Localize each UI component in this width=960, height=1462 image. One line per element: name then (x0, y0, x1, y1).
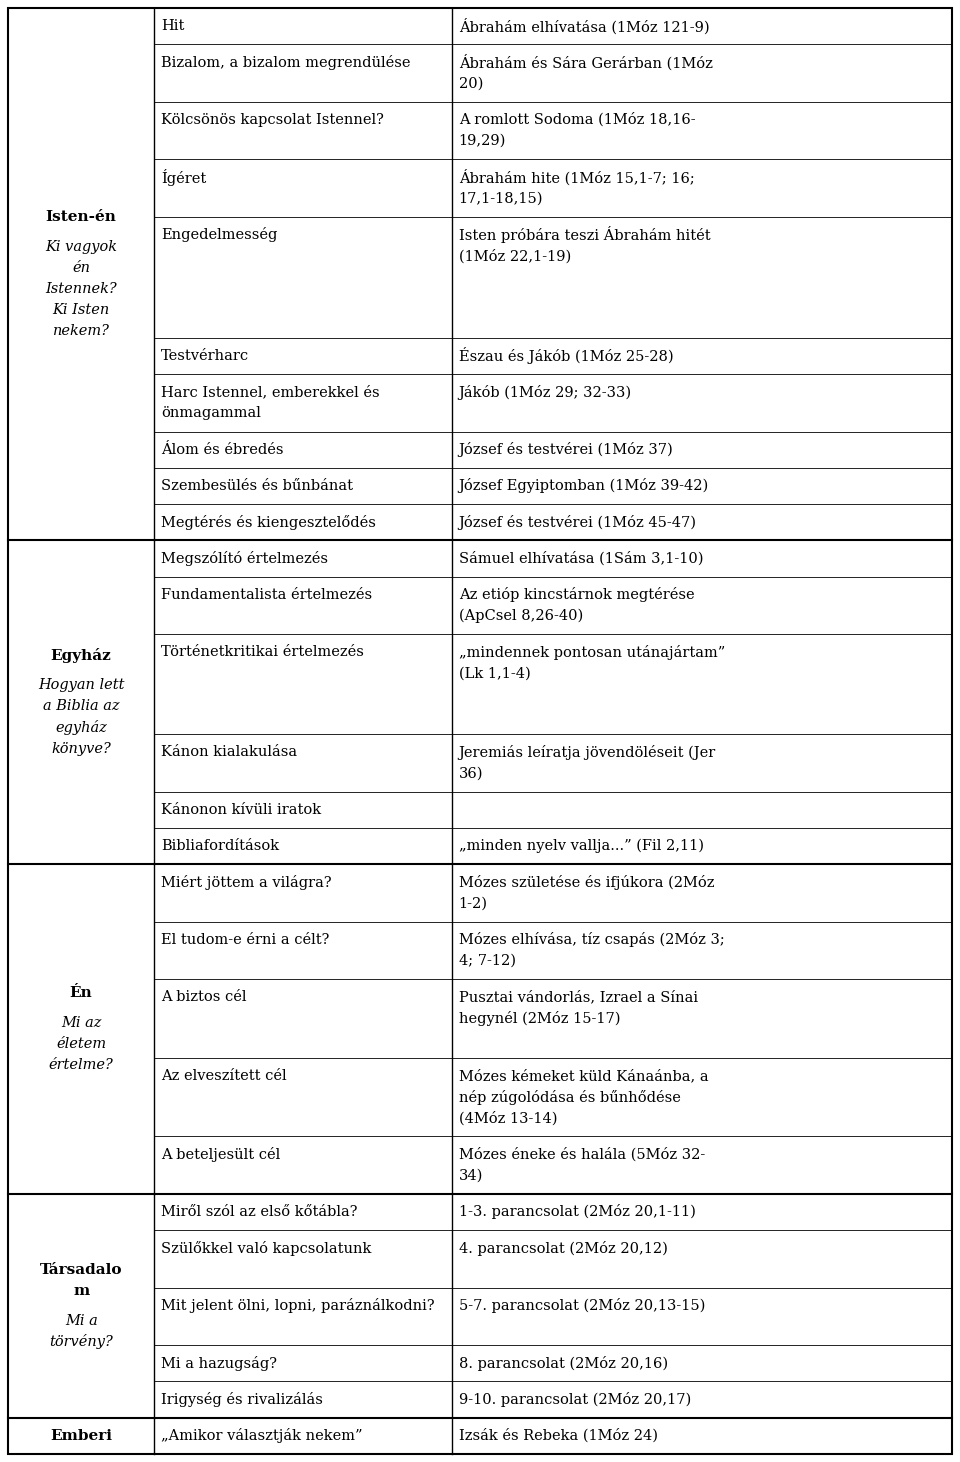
Text: Pusztai vándorlás, Izrael a Sínai: Pusztai vándorlás, Izrael a Sínai (459, 990, 698, 1004)
Text: Ki Isten: Ki Isten (53, 303, 109, 317)
Text: (4Móz 13-14): (4Móz 13-14) (459, 1111, 557, 1126)
Text: Mit jelent ölni, lopni, paráználkodni?: Mit jelent ölni, lopni, paráználkodni? (161, 1298, 435, 1313)
Text: „minden nyelv vallja...” (Fil 2,11): „minden nyelv vallja...” (Fil 2,11) (459, 839, 704, 854)
Text: Hogyan lett: Hogyan lett (37, 678, 125, 693)
Text: Az elveszített cél: Az elveszített cél (161, 1069, 287, 1083)
Text: 4; 7-12): 4; 7-12) (459, 953, 516, 968)
Text: Álom és ébredés: Álom és ébredés (161, 443, 284, 456)
Text: 1-2): 1-2) (459, 896, 488, 911)
Text: Mi az: Mi az (61, 1016, 102, 1029)
Text: Társadalo: Társadalo (40, 1263, 123, 1276)
Text: Mi a hazugság?: Mi a hazugság? (161, 1355, 277, 1371)
Text: 19,29): 19,29) (459, 135, 506, 148)
Text: hegynél (2Móz 15-17): hegynél (2Móz 15-17) (459, 1010, 620, 1026)
Text: „mindennek pontosan utánajártam”: „mindennek pontosan utánajártam” (459, 645, 725, 659)
Text: nép zúgolódása és bűnhődése: nép zúgolódása és bűnhődése (459, 1089, 681, 1104)
Text: 8. parancsolat (2Móz 20,16): 8. parancsolat (2Móz 20,16) (459, 1355, 668, 1371)
Text: 9-10. parancsolat (2Móz 20,17): 9-10. parancsolat (2Móz 20,17) (459, 1392, 691, 1406)
Text: 4. parancsolat (2Móz 20,12): 4. parancsolat (2Móz 20,12) (459, 1241, 667, 1256)
Text: Harc Istennel, emberekkel és: Harc Istennel, emberekkel és (161, 385, 380, 399)
Text: (1Móz 22,1-19): (1Móz 22,1-19) (459, 249, 571, 263)
Text: József és testvérei (1Móz 45-47): József és testvérei (1Móz 45-47) (459, 515, 697, 529)
Text: Ígéret: Ígéret (161, 170, 206, 186)
Text: József és testvérei (1Móz 37): József és testvérei (1Móz 37) (459, 442, 673, 458)
Text: Jeremiás leíratja jövendöléseit (Jer: Jeremiás leíratja jövendöléseit (Jer (459, 744, 716, 760)
Text: egyház: egyház (56, 721, 107, 735)
Text: József Egyiptomban (1Móz 39-42): József Egyiptomban (1Móz 39-42) (459, 478, 708, 494)
Text: Észau és Jákób (1Móz 25-28): Észau és Jákób (1Móz 25-28) (459, 348, 673, 364)
Text: Bibliafordítások: Bibliafordítások (161, 839, 279, 852)
Text: nekem?: nekem? (53, 325, 109, 338)
Text: Jákób (1Móz 29; 32-33): Jákób (1Móz 29; 32-33) (459, 385, 632, 399)
Text: 36): 36) (459, 766, 483, 781)
Text: Hit: Hit (161, 19, 184, 34)
Text: Mózes elhívása, tíz csapás (2Móz 3;: Mózes elhívása, tíz csapás (2Móz 3; (459, 933, 725, 947)
Text: Megszólító értelmezés: Megszólító értelmezés (161, 551, 328, 566)
Text: értelme?: értelme? (49, 1058, 113, 1072)
Text: én: én (72, 260, 90, 275)
Text: „Amikor választják nekem”: „Amikor választják nekem” (161, 1428, 363, 1443)
Text: Kölcsönös kapcsolat Istennel?: Kölcsönös kapcsolat Istennel? (161, 113, 384, 127)
Text: 5-7. parancsolat (2Móz 20,13-15): 5-7. parancsolat (2Móz 20,13-15) (459, 1298, 705, 1313)
Text: El tudom-e érni a célt?: El tudom-e érni a célt? (161, 933, 329, 947)
Text: Bizalom, a bizalom megrendülése: Bizalom, a bizalom megrendülése (161, 56, 411, 70)
Text: A beteljesült cél: A beteljesült cél (161, 1148, 280, 1162)
Text: Ábrahám elhívatása (1Móz 121-9): Ábrahám elhívatása (1Móz 121-9) (459, 18, 709, 34)
Text: könyve?: könyve? (51, 741, 111, 756)
Text: Én: Én (70, 985, 92, 1000)
Text: Sámuel elhívatása (1Sám 3,1-10): Sámuel elhívatása (1Sám 3,1-10) (459, 551, 703, 566)
Text: Isten próbára teszi Ábrahám hitét: Isten próbára teszi Ábrahám hitét (459, 227, 710, 243)
Text: Ki vagyok: Ki vagyok (45, 240, 117, 254)
Text: Mózes születése és ifjúkora (2Móz: Mózes születése és ifjúkora (2Móz (459, 874, 714, 890)
Text: Irigység és rivalizálás: Irigység és rivalizálás (161, 1392, 324, 1406)
Text: Isten-én: Isten-én (46, 211, 116, 224)
Text: Mi a: Mi a (64, 1313, 98, 1327)
Text: Fundamentalista értelmezés: Fundamentalista értelmezés (161, 588, 372, 602)
Text: Miről szól az első kőtábla?: Miről szól az első kőtábla? (161, 1205, 358, 1219)
Text: (Lk 1,1-4): (Lk 1,1-4) (459, 667, 530, 680)
Text: Egyház: Egyház (51, 648, 111, 664)
Text: Szülőkkel való kapcsolatunk: Szülőkkel való kapcsolatunk (161, 1241, 372, 1256)
Text: Kánonon kívüli iratok: Kánonon kívüli iratok (161, 803, 322, 817)
Text: Szembesülés és bűnbánat: Szembesülés és bűnbánat (161, 480, 353, 493)
Text: Mózes éneke és halála (5Móz 32-: Mózes éneke és halála (5Móz 32- (459, 1148, 705, 1162)
Text: Ábrahám és Sára Gerárban (1Móz: Ábrahám és Sára Gerárban (1Móz (459, 54, 712, 70)
Text: Az etióp kincstárnok megtérése: Az etióp kincstárnok megtérése (459, 588, 694, 602)
Text: Kánon kialakulása: Kánon kialakulása (161, 746, 298, 759)
Text: 20): 20) (459, 76, 483, 91)
Text: 34): 34) (459, 1168, 483, 1183)
Text: m: m (73, 1284, 89, 1298)
Text: 17,1-18,15): 17,1-18,15) (459, 192, 543, 206)
Text: Emberi: Emberi (50, 1428, 112, 1443)
Text: (ApCsel 8,26-40): (ApCsel 8,26-40) (459, 608, 583, 623)
Text: törvény?: törvény? (49, 1335, 113, 1349)
Text: Ábrahám hite (1Móz 15,1-7; 16;: Ábrahám hite (1Móz 15,1-7; 16; (459, 170, 694, 186)
Text: A romlott Sodoma (1Móz 18,16-: A romlott Sodoma (1Móz 18,16- (459, 113, 695, 127)
Text: Izsák és Rebeka (1Móz 24): Izsák és Rebeka (1Móz 24) (459, 1428, 658, 1443)
Text: Testvérharc: Testvérharc (161, 349, 250, 363)
Text: Miért jöttem a világra?: Miért jöttem a világra? (161, 874, 332, 890)
Text: életem: életem (56, 1037, 107, 1051)
Text: Megtérés és kiengesztelődés: Megtérés és kiengesztelődés (161, 515, 376, 529)
Text: Történetkritikai értelmezés: Történetkritikai értelmezés (161, 645, 364, 659)
Text: Istennek?: Istennek? (45, 282, 117, 295)
Text: Engedelmesség: Engedelmesség (161, 228, 277, 243)
Text: A biztos cél: A biztos cél (161, 990, 247, 1004)
Text: Mózes kémeket küld Kánaánba, a: Mózes kémeket küld Kánaánba, a (459, 1069, 708, 1083)
Text: a Biblia az: a Biblia az (43, 699, 119, 713)
Text: 1-3. parancsolat (2Móz 20,1-11): 1-3. parancsolat (2Móz 20,1-11) (459, 1205, 695, 1219)
Text: önmagammal: önmagammal (161, 406, 261, 421)
